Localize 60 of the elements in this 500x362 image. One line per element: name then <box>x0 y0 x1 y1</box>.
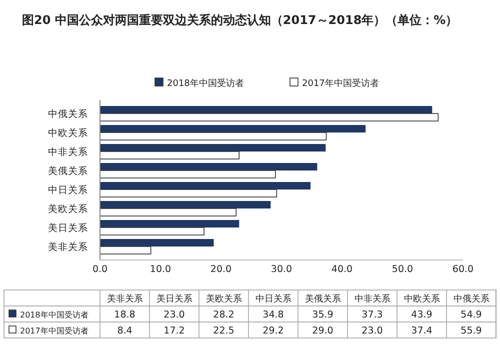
bar <box>100 170 276 178</box>
legend-label: 2017年中国受访者 <box>302 78 379 89</box>
data-label: 34.8 <box>262 310 284 320</box>
legend-label: 2018年中国受访者 <box>20 310 88 320</box>
bar <box>100 189 278 198</box>
category-label: 美俄关系 <box>304 294 341 304</box>
category-label: 中非关系 <box>354 294 390 304</box>
y-tick-label: 美日关系 <box>48 222 88 234</box>
data-label: 43.9 <box>411 310 432 320</box>
data-label: 18.8 <box>114 310 136 320</box>
bar <box>100 163 318 170</box>
bar <box>100 227 204 236</box>
y-tick-label: 美俄关系 <box>48 165 88 177</box>
y-tick-label: 美非关系 <box>48 241 88 253</box>
x-tick-label: 60.0 <box>452 264 474 275</box>
data-label: 23.0 <box>362 326 383 336</box>
bar <box>100 201 271 208</box>
data-label: 55.9 <box>460 326 482 336</box>
bar <box>100 220 240 228</box>
bar <box>100 113 439 122</box>
data-label: 54.9 <box>460 310 482 320</box>
x-tick-label: 40.0 <box>331 264 353 275</box>
bar <box>100 239 214 246</box>
data-label: 22.5 <box>213 326 234 336</box>
y-tick-label: 中欧关系 <box>48 127 88 139</box>
legend-label: 2017年中国受访者 <box>20 326 88 336</box>
category-label: 美日关系 <box>156 294 192 304</box>
data-label: 17.2 <box>164 326 185 336</box>
legend-label: 2018年中国受访者 <box>167 78 244 89</box>
data-label: 35.9 <box>312 310 334 320</box>
bar <box>100 132 327 140</box>
bar <box>100 182 311 190</box>
data-label: 23.0 <box>164 310 185 320</box>
y-tick-label: 中俄关系 <box>48 108 88 120</box>
category-label: 中俄关系 <box>453 294 490 304</box>
data-label: 37.4 <box>411 326 432 336</box>
category-label: 中日关系 <box>255 294 292 304</box>
data-label: 29.2 <box>262 326 284 336</box>
bar <box>100 106 432 114</box>
y-tick-label: 中日关系 <box>48 184 88 196</box>
bar <box>100 246 152 254</box>
x-tick-label: 30.0 <box>270 264 292 275</box>
chart-title: 图20 中国公众对两国重要双边关系的动态认知（2017～2018年）（单位：%） <box>22 13 458 27</box>
bar <box>100 208 237 216</box>
x-tick-label: 10.0 <box>150 264 172 275</box>
y-tick-label: 美欧关系 <box>48 203 88 215</box>
data-label: 8.4 <box>117 326 132 336</box>
x-tick-label: 50.0 <box>392 264 414 275</box>
data-label: 29.0 <box>312 326 334 336</box>
x-tick-label: 20.0 <box>210 264 232 275</box>
bar <box>100 151 240 160</box>
bar <box>100 125 366 132</box>
x-tick-label: 0.0 <box>92 264 108 275</box>
data-label: 37.3 <box>362 310 383 320</box>
category-label: 中欧关系 <box>404 294 440 304</box>
bar <box>100 144 326 152</box>
y-tick-label: 中非关系 <box>48 146 88 158</box>
data-label: 28.2 <box>213 310 234 320</box>
category-label: 美非关系 <box>106 294 143 304</box>
category-label: 美欧关系 <box>206 294 242 304</box>
